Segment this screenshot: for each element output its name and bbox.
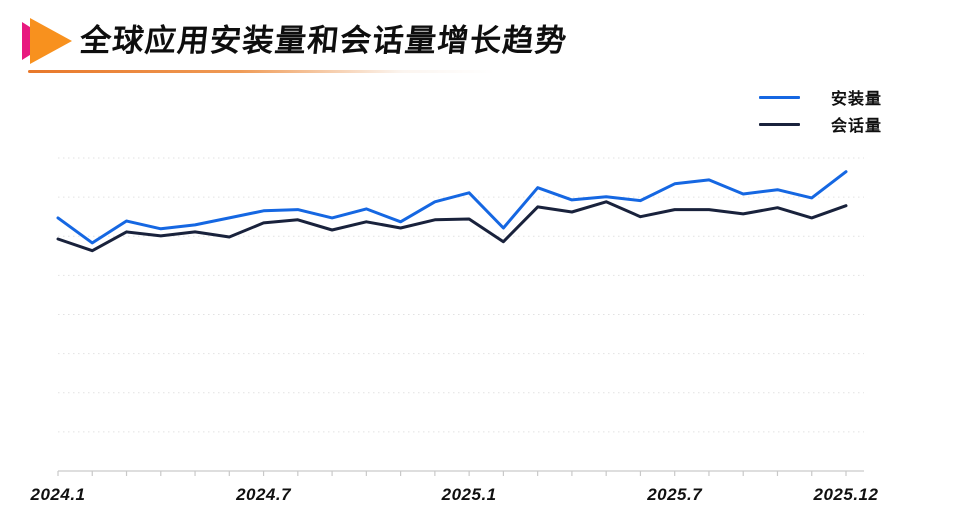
series-line-安装量[interactable]	[56, 170, 848, 245]
legend-label: 安装量	[830, 91, 882, 108]
legend-line-swatch	[758, 122, 800, 126]
x-tick-label: 2025.1	[441, 485, 497, 504]
x-tick-label: 2025.12	[813, 485, 879, 504]
title-marker-icon	[22, 17, 72, 65]
legend-item-0[interactable]: 安装量	[758, 88, 882, 108]
x-tick-label: 2025.7	[646, 485, 703, 504]
legend-item-1[interactable]: 会话量	[758, 115, 882, 135]
legend-line-swatch	[758, 95, 800, 99]
legend-label: 会话量	[830, 118, 882, 135]
x-tick-label: 2024.7	[235, 485, 292, 504]
series-line-会话量[interactable]	[56, 200, 848, 253]
x-tick-label: 2024.1	[30, 485, 86, 504]
title-underline	[28, 70, 495, 73]
chart-legend: 安装量 会话量	[758, 88, 882, 135]
